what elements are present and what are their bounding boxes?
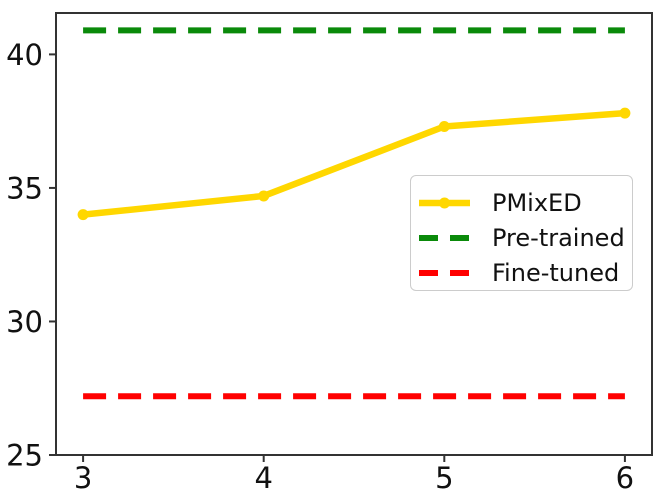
legend-label: Pre-trained: [492, 223, 625, 252]
y-tick-label: 30: [6, 305, 43, 339]
data-point-marker-pmixed: [438, 121, 450, 133]
legend-label: PMixED: [492, 188, 582, 217]
legend-label: Fine-tuned: [492, 258, 620, 287]
series-line-pmixed: [82, 109, 626, 218]
y-tick-label: 25: [6, 439, 43, 473]
x-tick-label: 4: [254, 461, 272, 495]
data-point-marker-pmixed: [258, 190, 270, 202]
x-tick-label: 5: [435, 461, 453, 495]
legend-entry-pmixed: PMixED: [418, 185, 632, 220]
axes-border: [55, 12, 653, 456]
x-tick-label: 3: [74, 461, 92, 495]
finetuned-dashed-sample-icon: [419, 269, 470, 276]
y-tick-label: 35: [6, 171, 43, 205]
legend: PMixED Pre-trained Fine-tuned: [410, 175, 633, 291]
x-tick-label: 6: [616, 461, 634, 495]
pretrained-dashed-sample-icon: [419, 234, 470, 241]
legend-entry-finetuned: Fine-tuned: [418, 255, 632, 290]
legend-entry-pretrained: Pre-trained: [418, 220, 632, 255]
data-point-marker-pmixed: [619, 107, 631, 119]
pmixed-line-sample-icon: [419, 197, 470, 208]
y-tick-label: 40: [6, 38, 43, 72]
data-point-marker-pmixed: [77, 209, 89, 221]
